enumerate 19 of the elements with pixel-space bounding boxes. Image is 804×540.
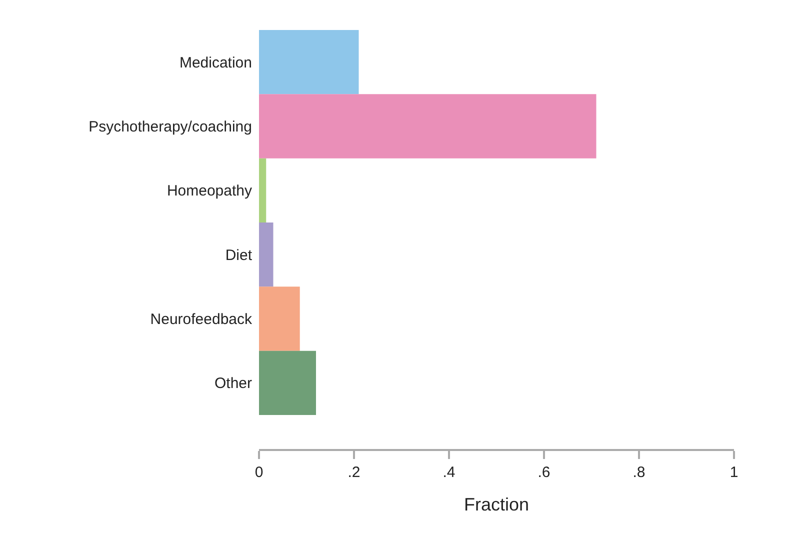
x-tick-label: .6 [538,464,550,481]
bar [259,158,266,222]
x-tick-label: 1 [730,464,738,481]
bar [259,286,300,351]
y-tick-label: Psychotherapy/coaching [88,118,252,136]
y-tick-label: Homeopathy [166,182,252,200]
y-tick-label: Medication [179,54,252,72]
x-axis-title: Fraction [464,494,530,515]
y-tick-label: Neurofeedback [150,310,252,328]
y-tick-label: Other [214,375,252,392]
y-tick-label: Diet [225,246,253,264]
x-tick-label: .8 [632,464,646,481]
bar [259,222,274,287]
bar [259,30,359,94]
bar [259,94,596,158]
x-tick-label: .2 [348,464,360,481]
bar [259,350,316,415]
x-tick-label: 0 [254,464,264,481]
x-tick-label: .4 [442,464,456,481]
